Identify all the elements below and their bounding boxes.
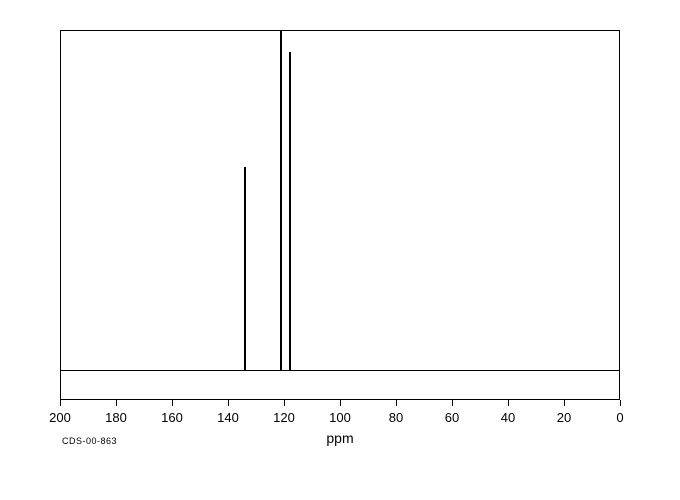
chart-container: 200180160140120100806040200 ppm CDS-00-8… xyxy=(0,0,680,500)
tick-label: 140 xyxy=(217,410,239,425)
tick-label: 120 xyxy=(273,410,295,425)
tick-label: 160 xyxy=(161,410,183,425)
tick xyxy=(620,400,621,406)
tick xyxy=(228,400,229,406)
tick xyxy=(564,400,565,406)
tick xyxy=(284,400,285,406)
tick xyxy=(396,400,397,406)
tick xyxy=(452,400,453,406)
tick-label: 0 xyxy=(616,410,623,425)
peak-1 xyxy=(280,30,282,370)
tick xyxy=(508,400,509,406)
peak-2 xyxy=(289,52,291,370)
tick xyxy=(340,400,341,406)
baseline xyxy=(61,370,619,371)
tick xyxy=(172,400,173,406)
tick-label: 60 xyxy=(445,410,459,425)
tick xyxy=(60,400,61,406)
tick-label: 20 xyxy=(557,410,571,425)
tick xyxy=(116,400,117,406)
plot-area xyxy=(60,30,620,400)
tick-label: 80 xyxy=(389,410,403,425)
tick-label: 40 xyxy=(501,410,515,425)
tick-label: 180 xyxy=(105,410,127,425)
footer-label: CDS-00-863 xyxy=(62,436,117,446)
tick-label: 100 xyxy=(329,410,351,425)
tick-label: 200 xyxy=(49,410,71,425)
x-axis-label: ppm xyxy=(326,430,353,446)
peak-0 xyxy=(244,167,246,371)
